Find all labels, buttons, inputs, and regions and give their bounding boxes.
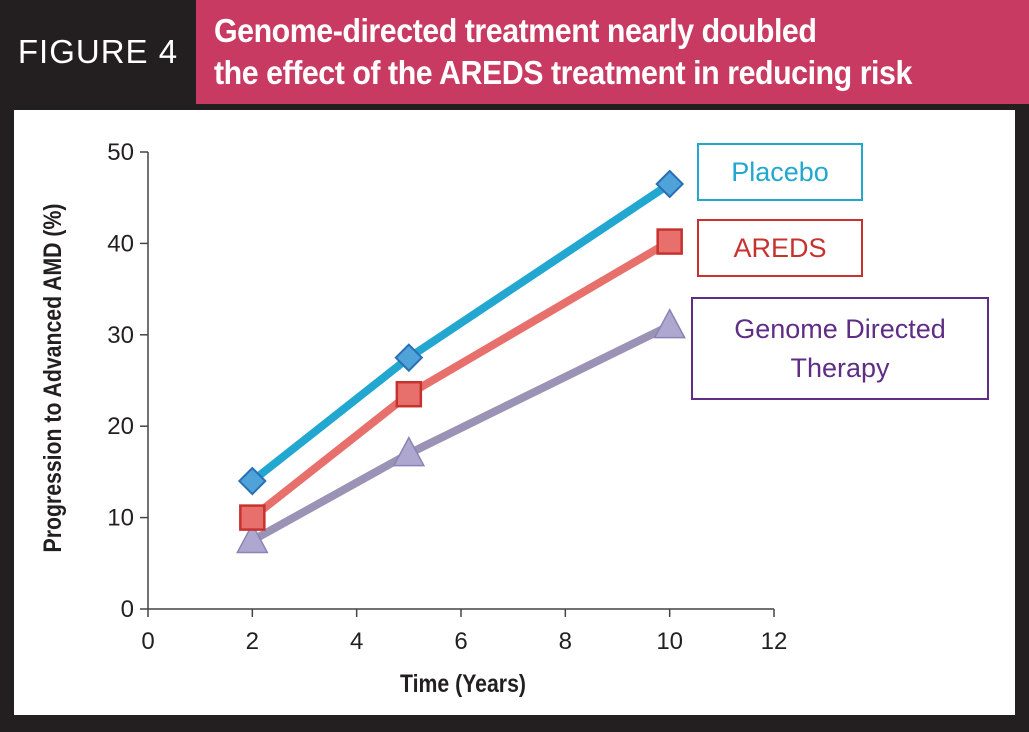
placebo-data-point [655, 169, 685, 199]
series-line-diamond [249, 180, 672, 485]
x-tick-label: 12 [761, 628, 788, 655]
x-tick-label: 2 [246, 628, 259, 655]
title-line-1: Genome-directed treatment nearly doubled [214, 12, 817, 49]
genome-data-point [653, 308, 686, 339]
x-tick-label: 4 [350, 628, 363, 655]
x-tick-label: 8 [559, 628, 572, 655]
legend: Placebo AREDS Genome Directed Therapy [691, 143, 989, 400]
x-axis-title: Time (Years) [400, 669, 526, 697]
y-tick-label: 10 [107, 505, 134, 532]
figure-title: Genome-directed treatment nearly doubled… [196, 0, 1029, 104]
series-line-square [249, 238, 672, 521]
genome-data-point [236, 522, 269, 554]
placebo-data-point [394, 343, 424, 373]
title-line-2: the effect of the AREDS treatment in red… [214, 54, 912, 91]
legend-item-triangle: Genome Directed Therapy [691, 297, 989, 400]
y-tick-label: 50 [107, 139, 134, 166]
y-tick-label: 40 [107, 230, 134, 257]
chart-panel: 0 10 20 30 40 50 0 2 4 6 8 10 12 Time (Years) Progr… [14, 110, 1015, 715]
areds-data-point [239, 504, 266, 531]
genome-data-point [392, 436, 426, 467]
y-ticks: 0 10 20 30 40 50 [107, 139, 148, 623]
series-lines [249, 180, 672, 544]
legend-box [697, 143, 863, 201]
areds-data-point [395, 380, 423, 408]
areds-data-point [656, 228, 683, 255]
legend-box [697, 219, 863, 277]
x-tick-label: 6 [454, 628, 467, 655]
y-tick-label: 0 [121, 596, 134, 623]
y-tick-label: 30 [107, 322, 134, 349]
legend-label: Placebo [731, 157, 829, 187]
series-markers [236, 169, 686, 554]
y-tick-label: 20 [107, 413, 134, 440]
legend-label: AREDS [733, 233, 826, 263]
axes [147, 152, 774, 610]
legend-item-square: AREDS [697, 219, 863, 277]
legend-label: Genome Directed [734, 314, 946, 344]
placebo-data-point [237, 466, 267, 496]
x-ticks: 0 2 4 6 8 10 12 [141, 609, 787, 655]
y-axis-title: Progression to Advanced AMD (%) [38, 204, 66, 553]
line-chart: 0 10 20 30 40 50 0 2 4 6 8 10 12 Time (Years) Progr… [38, 139, 989, 697]
x-tick-label: 10 [656, 628, 683, 655]
figure-label: FIGURE 4 [17, 33, 179, 70]
legend-label: Therapy [790, 353, 890, 383]
legend-item-diamond: Placebo [697, 143, 863, 201]
x-tick-label: 0 [141, 628, 154, 655]
legend-box [691, 297, 989, 400]
